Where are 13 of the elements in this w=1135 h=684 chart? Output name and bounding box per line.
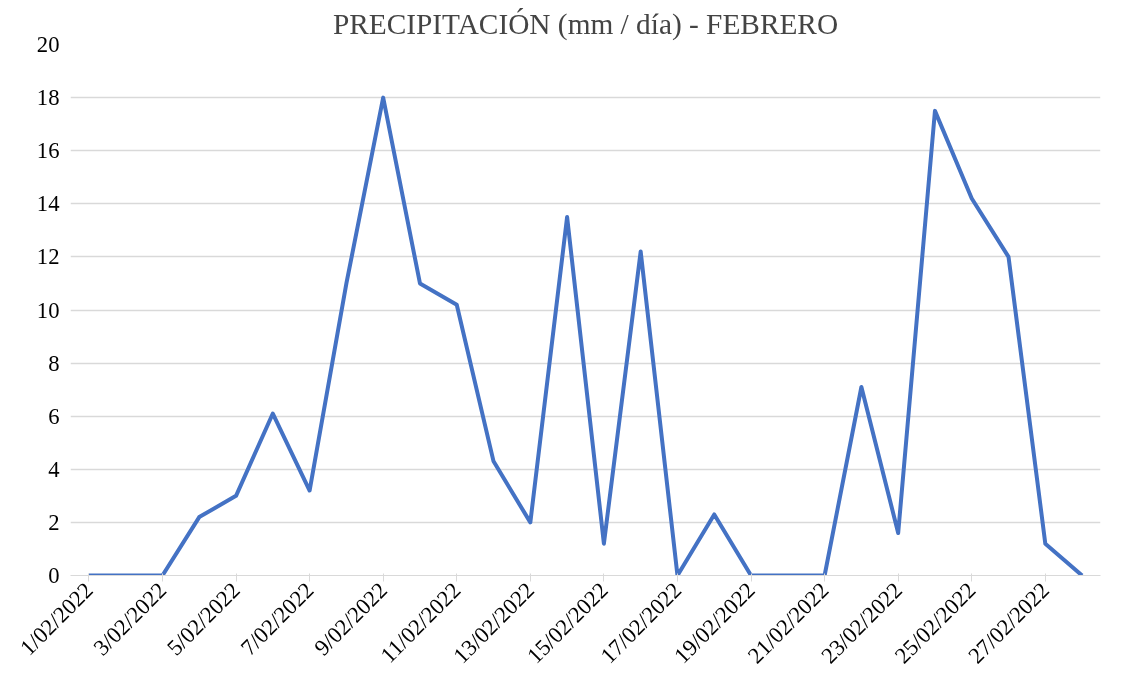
chart-title: PRECIPITACIÓN (mm / día) - FEBRERO [332, 7, 839, 41]
y-tick-label: 14 [36, 191, 60, 217]
y-tick-label: 8 [48, 350, 60, 376]
y-tick-label: 6 [48, 403, 60, 429]
y-tick-label: 18 [36, 85, 60, 111]
y-tick-label: 0 [48, 563, 60, 588]
y-tick-label: 10 [36, 297, 60, 323]
y-tick-label: 16 [36, 138, 60, 164]
y-tick-label: 2 [48, 509, 60, 535]
y-tick-label: 12 [36, 244, 60, 270]
y-tick-label: 4 [48, 456, 60, 482]
y-tick-label: 20 [36, 32, 60, 57]
line-series [86, 95, 1085, 576]
